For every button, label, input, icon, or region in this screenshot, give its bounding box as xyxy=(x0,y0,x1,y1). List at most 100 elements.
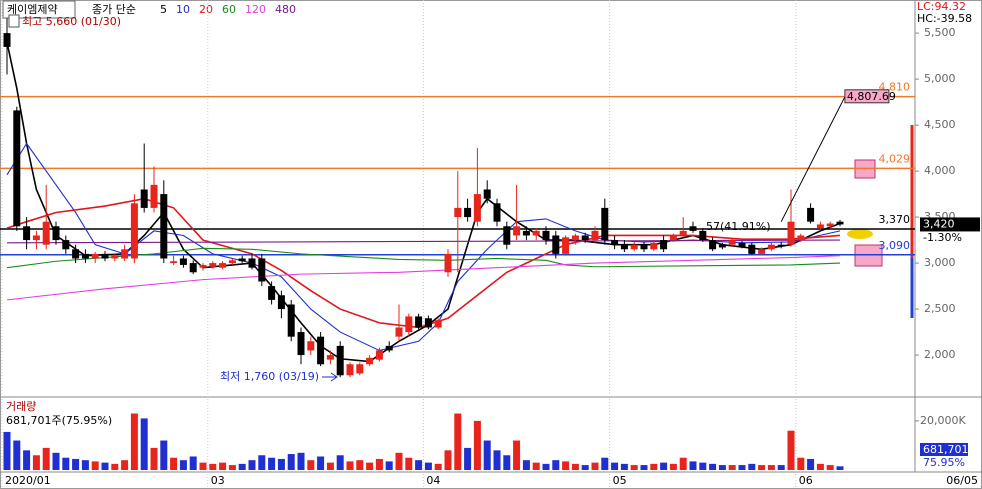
volume-bar xyxy=(101,462,109,470)
volume-bar xyxy=(738,465,746,470)
candle-body xyxy=(307,341,315,351)
candle-body xyxy=(277,295,285,310)
candle-body xyxy=(81,253,89,259)
volume-bar xyxy=(434,463,442,470)
candle-body xyxy=(336,345,344,376)
candle-body xyxy=(836,221,844,225)
candle-body xyxy=(522,230,530,236)
level-label: 4,029 xyxy=(879,152,911,165)
volume-bar xyxy=(346,461,354,470)
candle-body xyxy=(473,194,481,222)
volume-bar xyxy=(522,460,530,470)
volume-bar xyxy=(238,463,246,470)
volume-bar xyxy=(581,465,589,470)
candle-body xyxy=(601,207,609,241)
candle-body xyxy=(434,320,442,328)
icon xyxy=(8,14,20,28)
candle-body xyxy=(346,364,354,376)
lc-label: LC:94.32 xyxy=(917,0,966,13)
volume-bar xyxy=(32,455,40,470)
volume-bar xyxy=(699,462,707,470)
candle-body xyxy=(415,316,423,328)
volume-bar xyxy=(62,457,70,470)
trend-label-box xyxy=(844,89,890,104)
marker-ellipse xyxy=(847,229,873,239)
legend-entry: 5 xyxy=(160,3,167,16)
volume-bar xyxy=(42,447,50,470)
volume-bar xyxy=(3,431,11,470)
volume-bar xyxy=(121,460,129,470)
volume-bar xyxy=(630,465,638,470)
candle-body xyxy=(503,226,511,245)
candle-body xyxy=(424,318,432,328)
volume-bar xyxy=(415,460,423,470)
candle-body xyxy=(669,235,677,241)
candle-body xyxy=(552,235,560,254)
volume-bar xyxy=(709,463,717,470)
candle-body xyxy=(699,230,707,241)
trend-label: 4,807.69 xyxy=(847,90,896,103)
candle-body xyxy=(620,244,628,250)
candle-body xyxy=(219,263,227,268)
volume-bar xyxy=(91,461,99,470)
volume-bar xyxy=(807,458,815,470)
moving-average xyxy=(6,239,841,244)
volume-bar xyxy=(326,462,334,470)
ma-label: 종가 단순 xyxy=(92,3,136,16)
candle-body xyxy=(581,235,589,241)
candle-body xyxy=(767,244,775,250)
candle-body xyxy=(209,263,217,267)
candle-body xyxy=(571,235,579,241)
volume-bar xyxy=(366,462,374,470)
volume-bar xyxy=(424,462,432,470)
volume-bar xyxy=(160,440,168,470)
legend-entry: 480 xyxy=(275,3,296,16)
candle-body xyxy=(179,258,187,265)
volume-bar xyxy=(532,462,540,470)
legend-entry: 20 xyxy=(199,3,213,16)
candle-body xyxy=(728,240,736,245)
volume-bar xyxy=(317,456,325,470)
candle-body xyxy=(689,226,697,231)
y-tick-label: 2,000 xyxy=(924,348,956,361)
candle-body xyxy=(405,316,413,333)
volume-bar xyxy=(111,463,119,470)
candle-body xyxy=(326,355,334,360)
trend-line xyxy=(780,96,846,222)
candle-body xyxy=(199,264,207,268)
volume-bar xyxy=(787,430,795,470)
volume-bar xyxy=(689,461,697,470)
volume-bar xyxy=(268,457,276,470)
candle-body xyxy=(513,226,521,236)
candle-body xyxy=(807,207,815,222)
candle-body xyxy=(709,240,717,250)
y-tick-label: 4,000 xyxy=(924,164,956,177)
candle-body xyxy=(52,226,60,241)
volume-bar xyxy=(748,463,756,470)
candle-body xyxy=(385,345,393,351)
candle-body xyxy=(42,221,50,245)
volume-bar xyxy=(483,440,491,470)
candle-body xyxy=(32,235,40,241)
candle-body xyxy=(317,336,325,365)
volume-bar xyxy=(836,466,844,470)
min-arrow xyxy=(322,372,338,382)
volume-bar xyxy=(503,455,511,470)
volume-title: 거래량 xyxy=(6,400,36,413)
candle-body xyxy=(140,189,148,208)
volume-bar xyxy=(395,452,403,470)
volume-bar xyxy=(189,456,197,470)
candle-body xyxy=(111,255,119,259)
candle-body xyxy=(248,258,256,268)
candle-body xyxy=(3,33,11,47)
volume-ratio: 75.95% xyxy=(923,456,965,469)
volume-bar xyxy=(287,454,295,470)
candle-body xyxy=(130,203,138,259)
candle-body xyxy=(189,263,197,273)
volume-bar xyxy=(72,458,80,470)
volume-bar xyxy=(356,460,364,470)
ratio-annotation: 57(41.91%) xyxy=(706,220,771,233)
candle-body xyxy=(718,244,726,248)
volume-bar xyxy=(758,465,766,470)
